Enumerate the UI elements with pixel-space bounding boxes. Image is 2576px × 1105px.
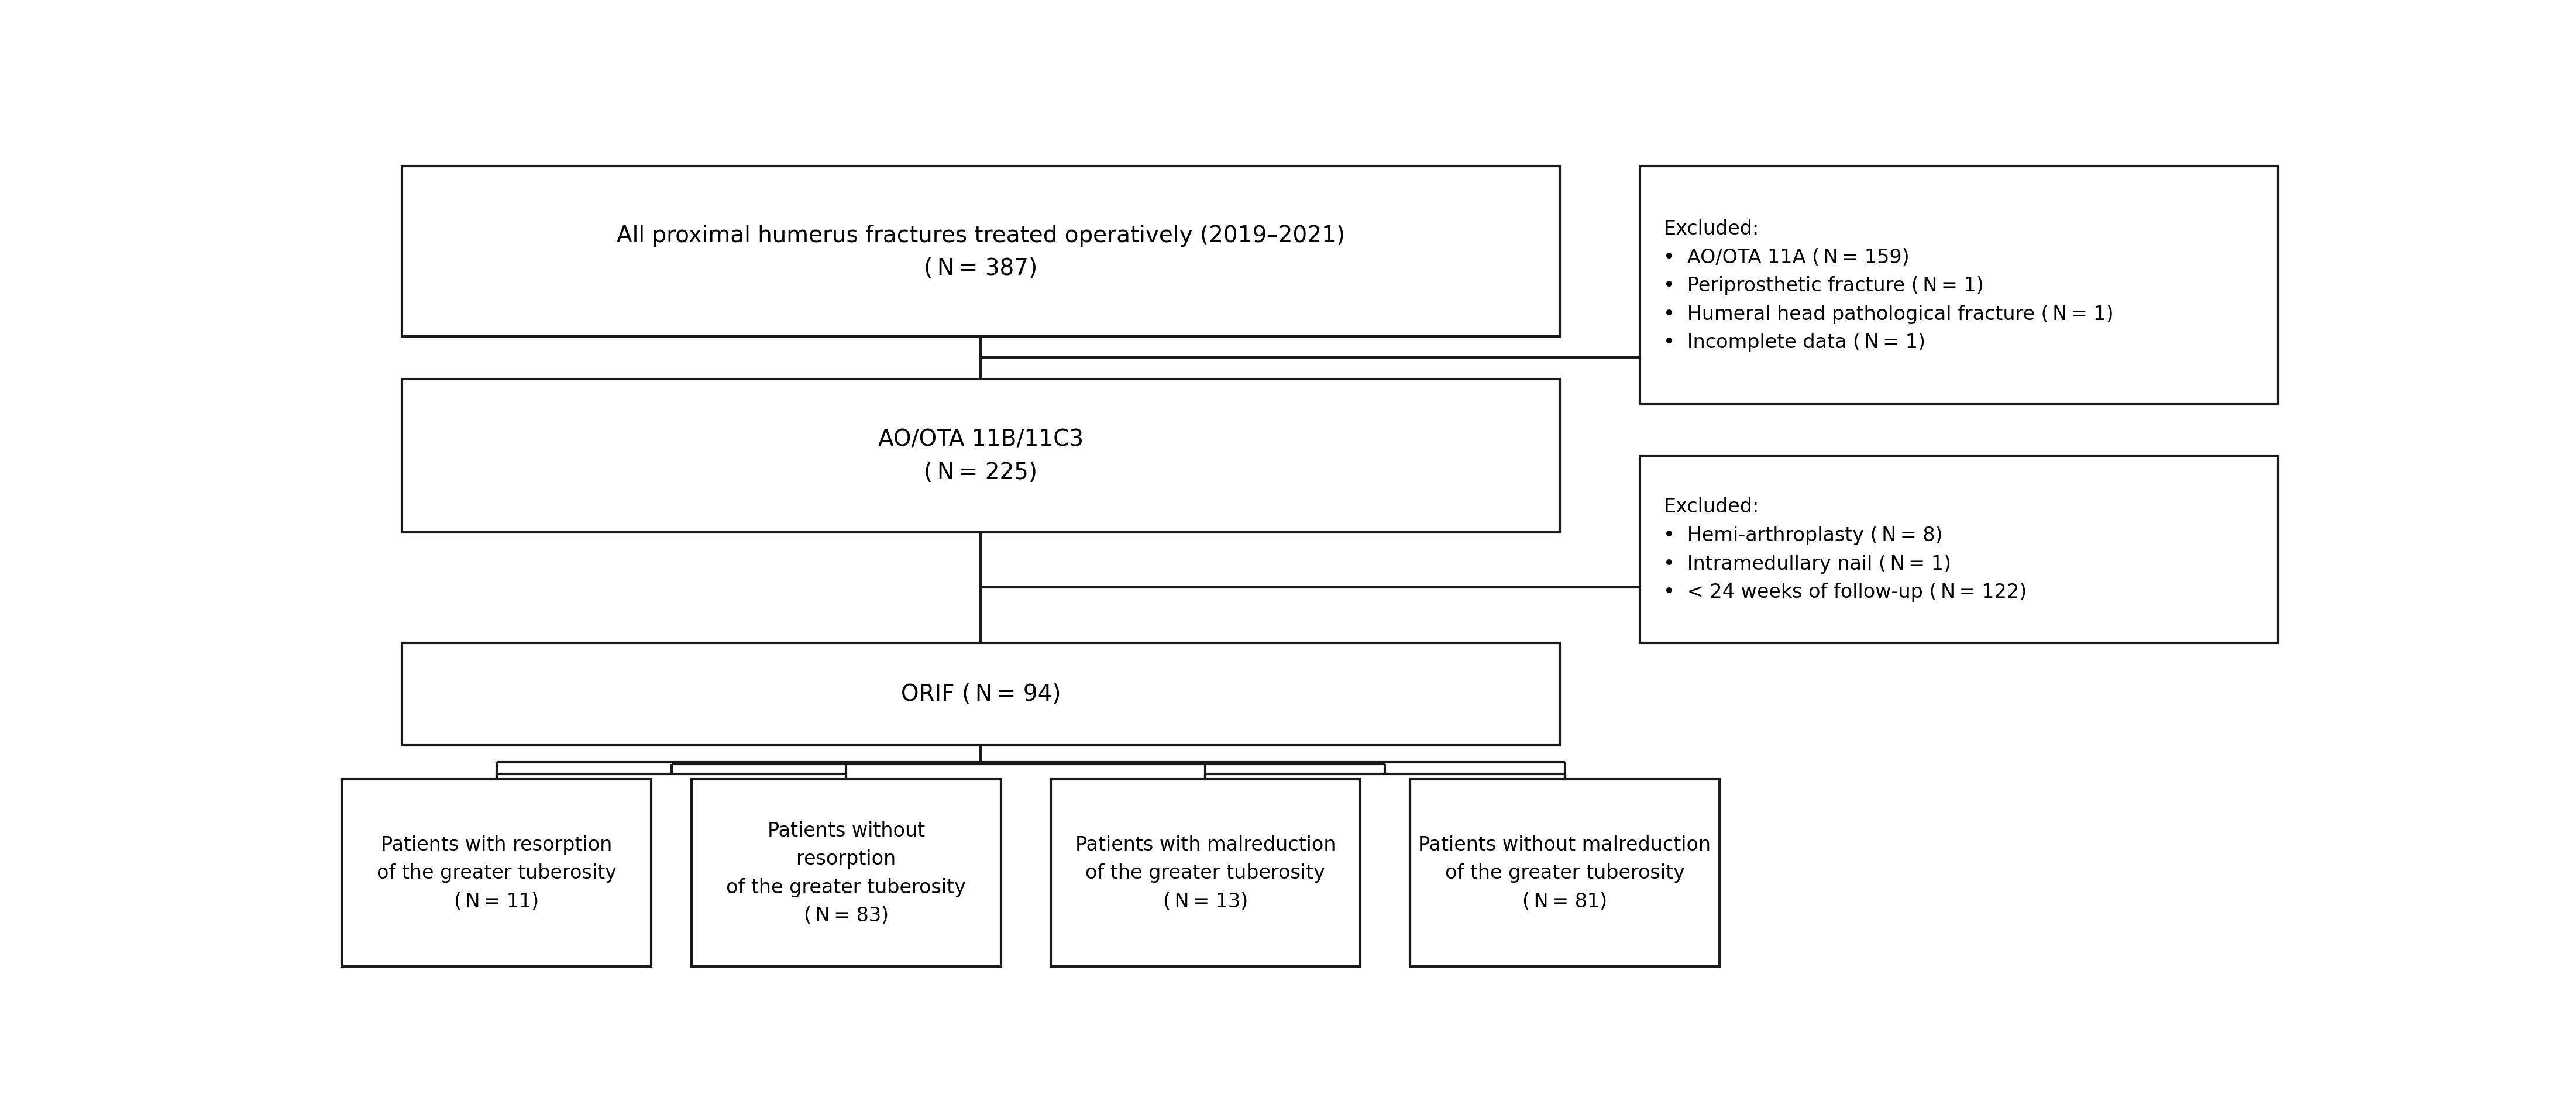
Text: Excluded:
•  Hemi-arthroplasty ( N = 8)
•  Intramedullary nail ( N = 1)
•  < 24 : Excluded: • Hemi-arthroplasty ( N = 8) •…	[1664, 497, 2027, 602]
Text: All proximal humerus fractures treated operatively (2019–2021)
( N = 387): All proximal humerus fractures treated o…	[616, 224, 1345, 280]
Text: ORIF ( N = 94): ORIF ( N = 94)	[902, 683, 1061, 705]
FancyBboxPatch shape	[402, 167, 1561, 337]
Text: AO/OTA 11B/11C3
( N = 225): AO/OTA 11B/11C3 ( N = 225)	[878, 429, 1084, 483]
FancyBboxPatch shape	[402, 379, 1561, 533]
Text: Patients without
resorption
of the greater tuberosity
( N = 83): Patients without resorption of the great…	[726, 821, 966, 925]
Text: Patients with resorption
of the greater tuberosity
( N = 11): Patients with resorption of the greater …	[376, 834, 616, 911]
FancyBboxPatch shape	[690, 779, 999, 967]
FancyBboxPatch shape	[1051, 779, 1360, 967]
Text: Patients without malreduction
of the greater tuberosity
( N = 81): Patients without malreduction of the gre…	[1419, 834, 1710, 911]
FancyBboxPatch shape	[402, 643, 1561, 745]
FancyBboxPatch shape	[1641, 167, 2280, 404]
Text: Patients with malreduction
of the greater tuberosity
( N = 13): Patients with malreduction of the greate…	[1074, 834, 1337, 911]
FancyBboxPatch shape	[1641, 456, 2280, 643]
Text: Excluded:
•  AO/OTA 11A ( N = 159)
•  Periprosthetic fracture ( N = 1)
•  Humera: Excluded: • AO/OTA 11A ( N = 159) • Peri…	[1664, 219, 2115, 352]
FancyBboxPatch shape	[1409, 779, 1721, 967]
FancyBboxPatch shape	[343, 779, 652, 967]
